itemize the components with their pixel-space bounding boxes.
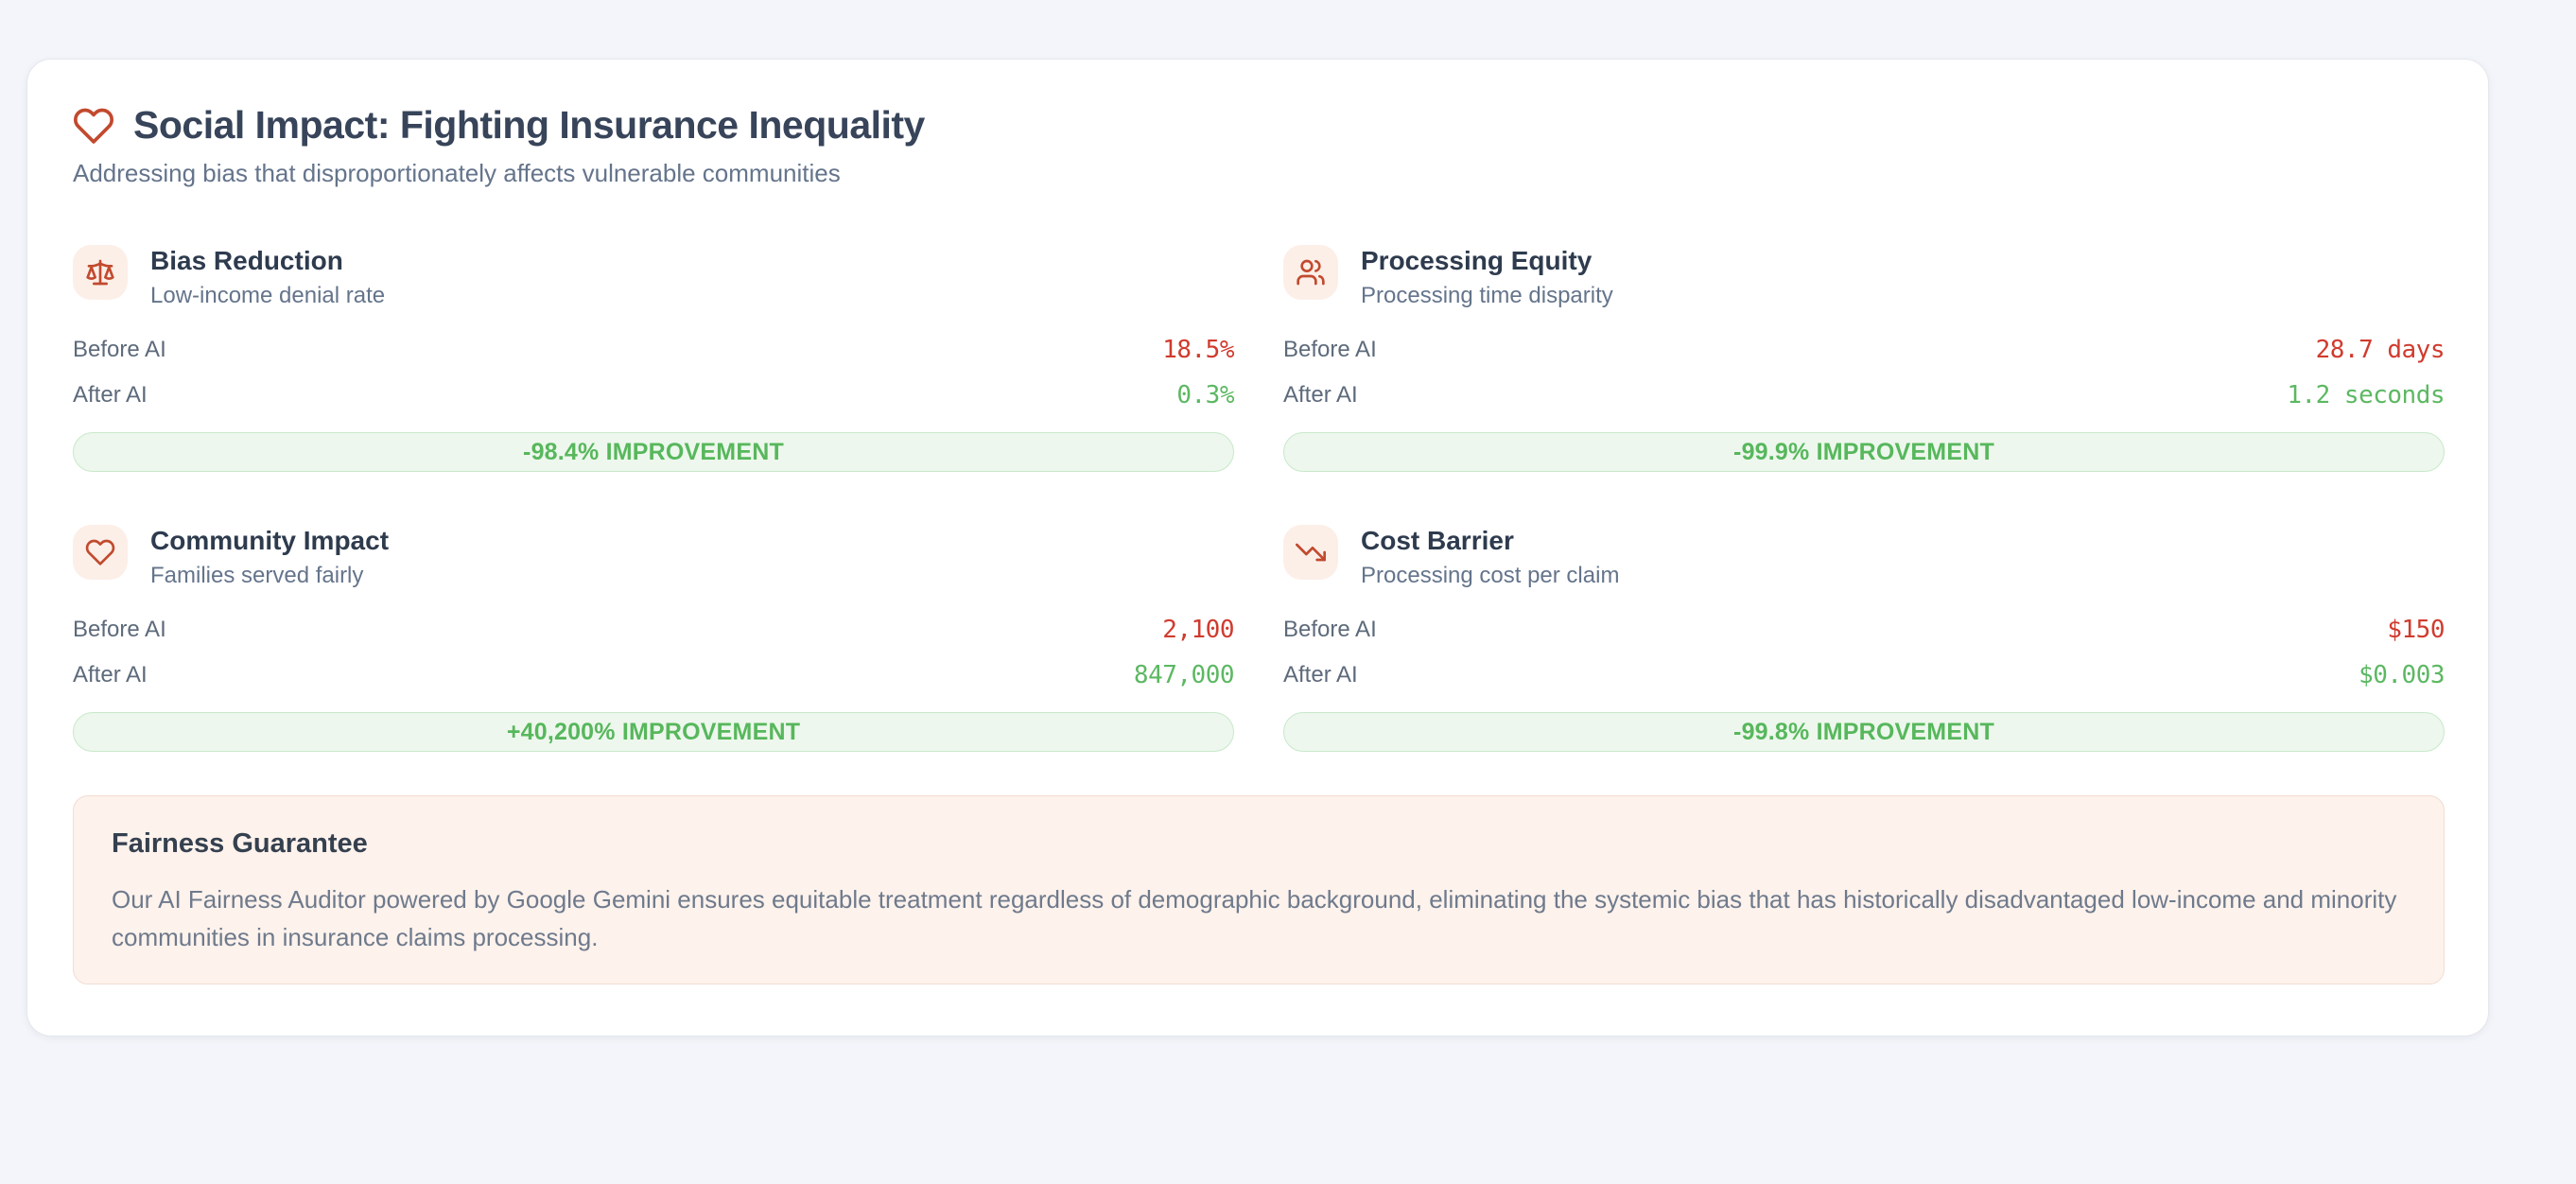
metric-rows: Before AI 18.5% After AI 0.3% (73, 334, 1234, 411)
before-ai-row: Before AI 18.5% (73, 334, 1234, 366)
metric-card-cost-barrier: Cost Barrier Processing cost per claim B… (1283, 525, 2445, 753)
before-ai-value: 28.7 days (2315, 336, 2445, 365)
metric-rows: Before AI $150 After AI $0.003 (1283, 614, 2445, 691)
metric-subtitle: Families served fairly (150, 562, 364, 588)
metric-title: Processing Equity (1361, 246, 1593, 276)
metric-rows: Before AI 2,100 After AI 847,000 (73, 614, 1235, 691)
before-ai-value: 2,100 (1162, 616, 1234, 645)
after-ai-value: 847,000 (1133, 661, 1235, 690)
after-ai-label: After AI (1283, 662, 1358, 688)
metric-header: Bias Reduction Low-income denial rate (73, 245, 1234, 308)
after-ai-value: $0.003 (2358, 661, 2445, 690)
metric-subtitle: Low-income denial rate (150, 282, 386, 308)
page-title: Social Impact: Fighting Insurance Inequa… (133, 103, 925, 147)
metric-subtitle: Processing time disparity (1361, 282, 1613, 308)
after-ai-row: After AI 1.2 seconds (1283, 379, 2445, 411)
page-subtitle: Addressing bias that disproportionately … (73, 159, 841, 188)
fairness-heading: Fairness Guarantee (112, 828, 368, 860)
after-ai-label: After AI (73, 662, 148, 688)
metric-subtitle: Processing cost per claim (1361, 562, 1620, 588)
title-row: Social Impact: Fighting Insurance Inequa… (73, 103, 2445, 148)
after-ai-row: After AI 847,000 (73, 659, 1235, 691)
before-ai-label: Before AI (1283, 337, 1377, 363)
before-ai-value: $150 (2387, 616, 2445, 645)
metric-card-community-impact: Community Impact Families served fairly … (73, 525, 1235, 753)
after-ai-row: After AI 0.3% (73, 379, 1234, 411)
before-ai-row: Before AI $150 (1283, 614, 2445, 646)
after-ai-label: After AI (73, 382, 148, 409)
scale-icon (73, 245, 128, 301)
fairness-body: Our AI Fairness Auditor powered by Googl… (112, 885, 2397, 952)
before-ai-label: Before AI (73, 617, 166, 643)
before-ai-row: Before AI 28.7 days (1283, 334, 2445, 366)
metric-header: Community Impact Families served fairly (73, 525, 1234, 588)
metric-card-processing-equity: Processing Equity Processing time dispar… (1283, 245, 2445, 473)
heart-icon (73, 525, 128, 581)
metric-title: Community Impact (150, 526, 390, 556)
users-icon (1283, 245, 1338, 301)
metrics-grid: Bias Reduction Low-income denial rate Be… (73, 245, 2445, 753)
metric-rows: Before AI 28.7 days After AI 1.2 seconds (1283, 334, 2445, 411)
improvement-badge: +40,200% IMPROVEMENT (73, 712, 1234, 753)
improvement-badge: -99.8% IMPROVEMENT (1283, 712, 2445, 753)
metric-heading-text: Cost Barrier Processing cost per claim (1361, 525, 1619, 589)
metric-card-bias-reduction: Bias Reduction Low-income denial rate Be… (73, 245, 1234, 473)
before-ai-label: Before AI (1283, 617, 1377, 643)
after-ai-value: 0.3% (1176, 381, 1234, 410)
after-ai-value: 1.2 seconds (2287, 381, 2445, 410)
heart-icon (74, 108, 113, 144)
improvement-badge: -98.4% IMPROVEMENT (73, 432, 1234, 473)
after-ai-label: After AI (1283, 382, 1358, 409)
metric-heading-text: Processing Equity Processing time dispar… (1361, 245, 1613, 309)
metric-heading-text: Community Impact Families served fairly (150, 525, 389, 589)
panel-header: Social Impact: Fighting Insurance Inequa… (73, 103, 2445, 188)
metric-heading-text: Bias Reduction Low-income denial rate (150, 245, 385, 309)
before-ai-label: Before AI (73, 337, 166, 363)
fairness-guarantee-box: Fairness Guarantee Our AI Fairness Audit… (73, 795, 2445, 985)
before-ai-value: 18.5% (1162, 336, 1234, 365)
improvement-badge: -99.9% IMPROVEMENT (1283, 432, 2445, 473)
trending-down-icon (1283, 525, 1338, 581)
before-ai-row: Before AI 2,100 (73, 614, 1234, 646)
metric-title: Cost Barrier (1361, 526, 1514, 556)
after-ai-row: After AI $0.003 (1283, 659, 2445, 691)
social-impact-panel: Social Impact: Fighting Insurance Inequa… (26, 59, 2489, 1036)
metric-header: Cost Barrier Processing cost per claim (1283, 525, 2445, 588)
metric-title: Bias Reduction (150, 246, 343, 276)
metric-header: Processing Equity Processing time dispar… (1283, 245, 2445, 308)
